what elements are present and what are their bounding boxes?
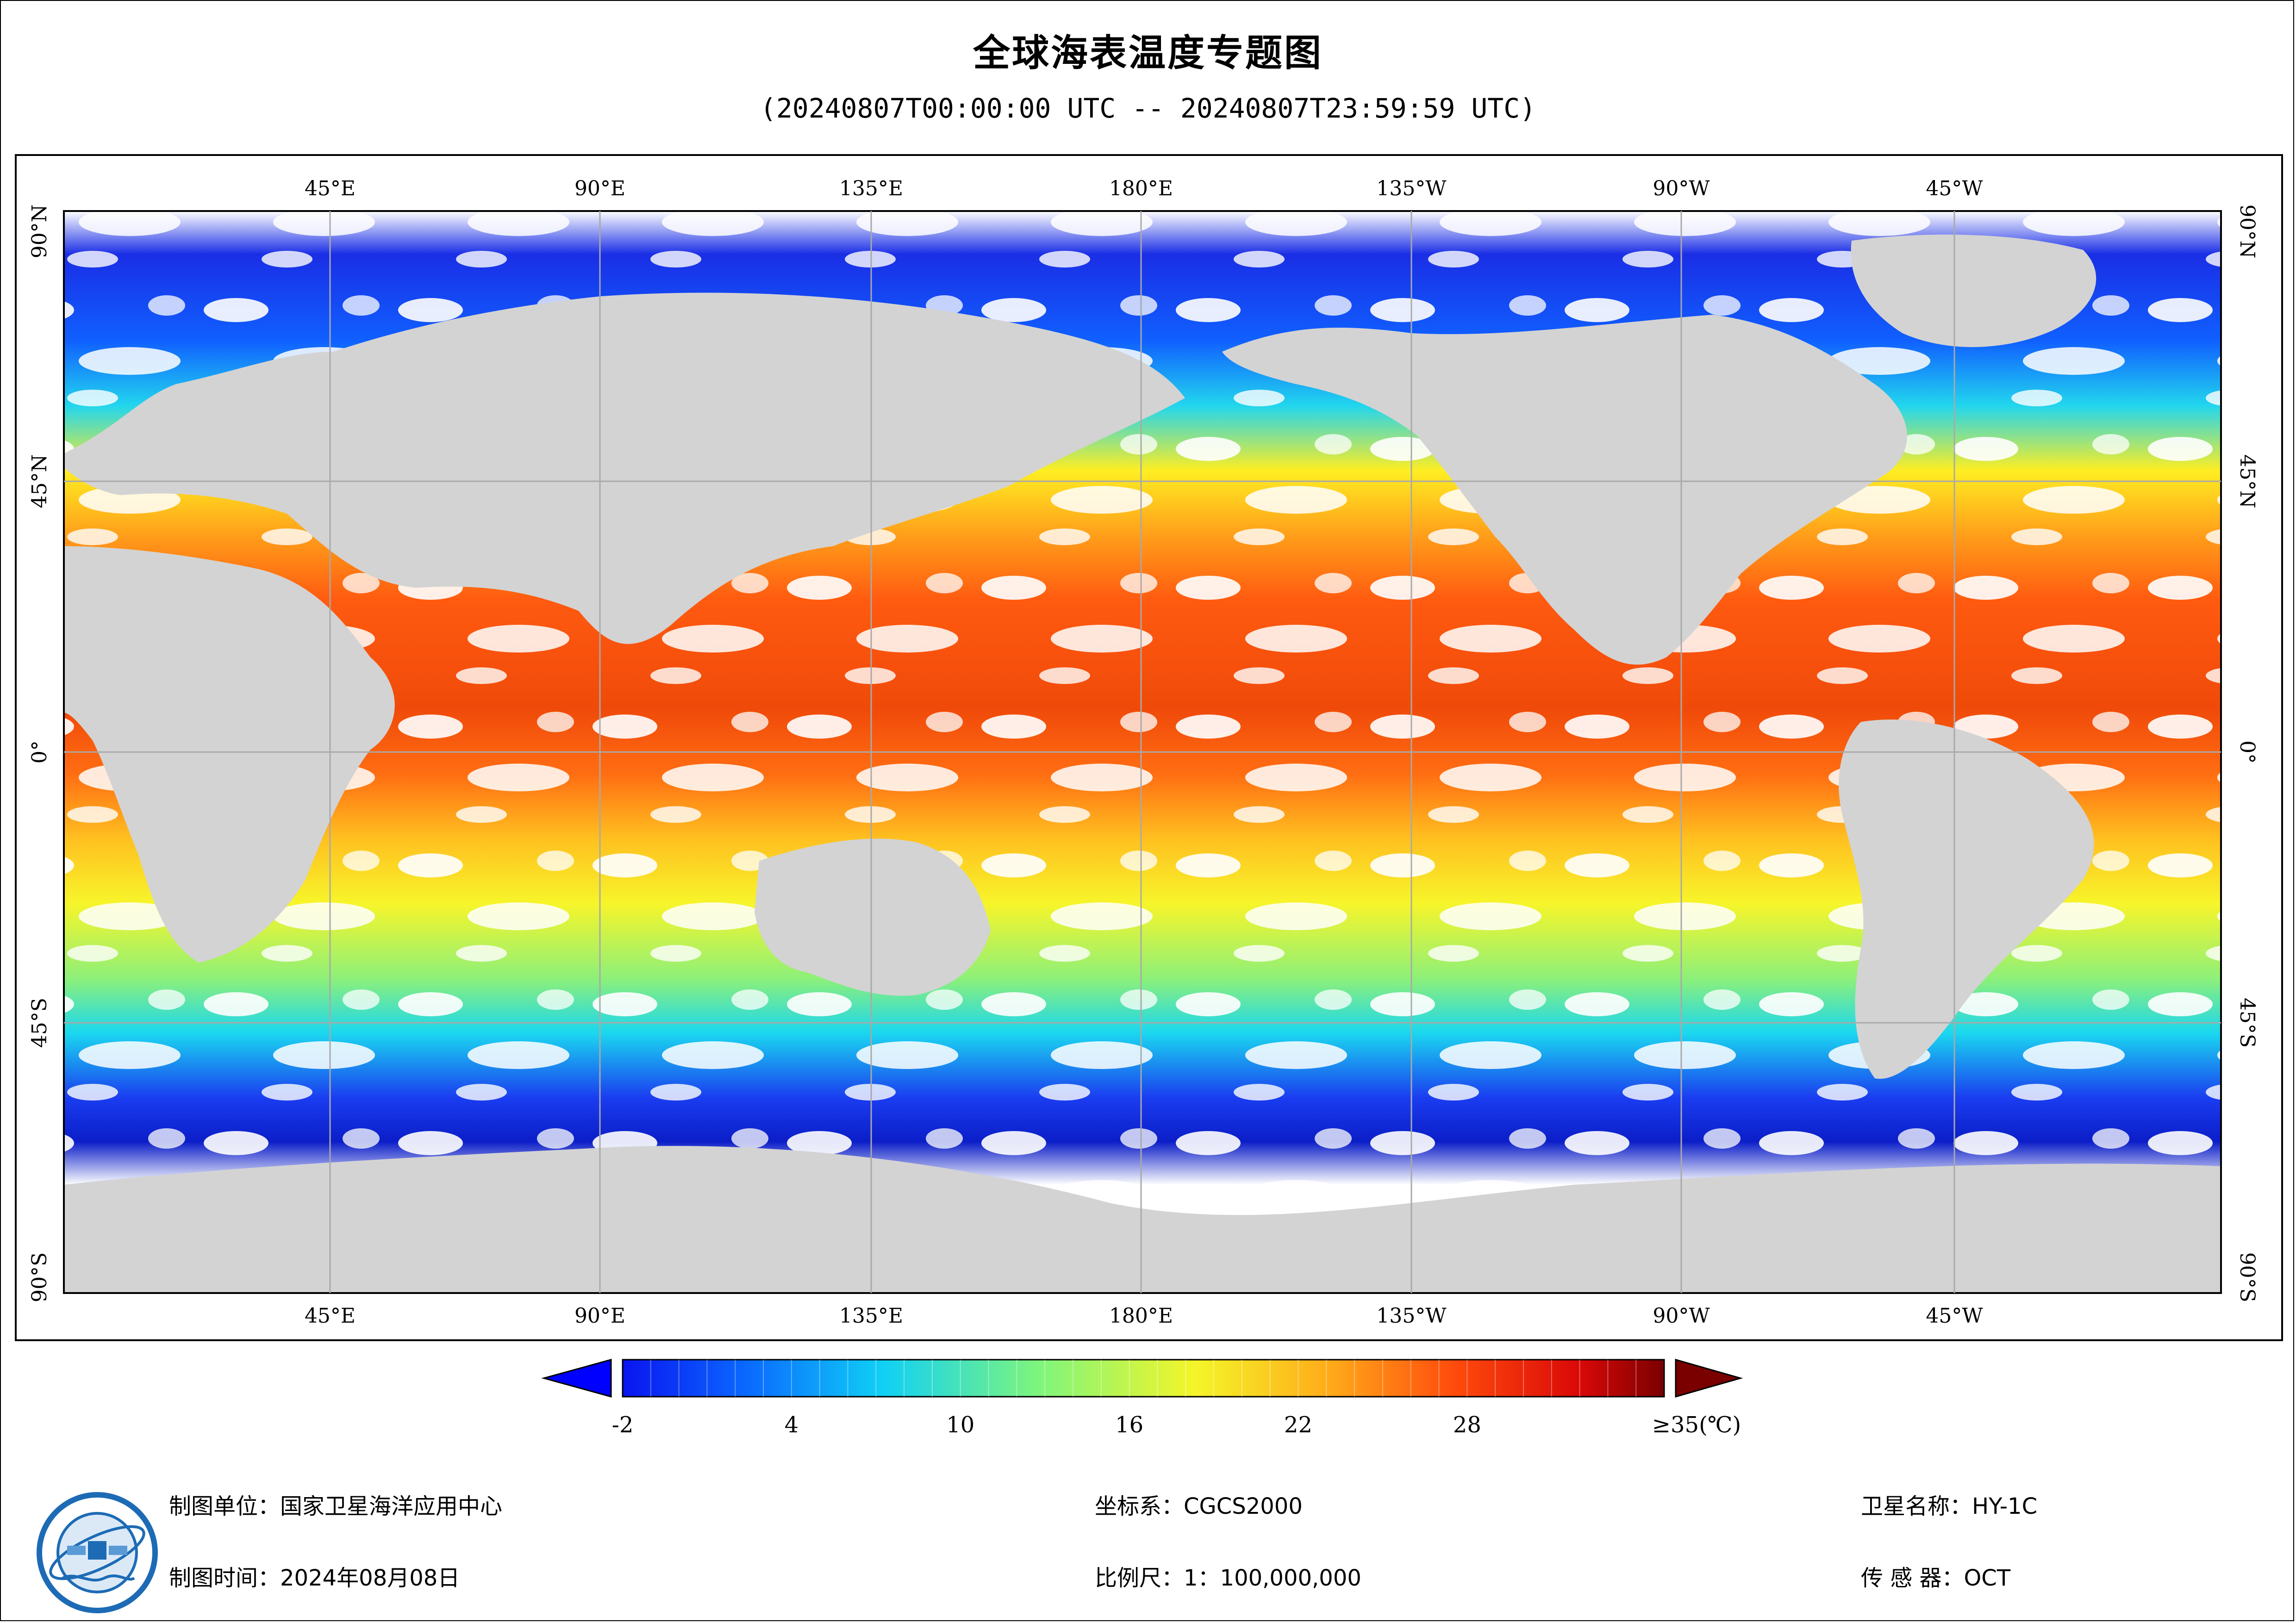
coordinate-system: 坐标系：CGCS2000 (1095, 1493, 1303, 1519)
bottom-longitude-label: 135°W (1376, 1304, 1447, 1328)
top-longitude-label: 135°W (1376, 177, 1447, 200)
top-longitude-label: 45°E (305, 177, 356, 200)
bottom-longitude-label: 90°E (574, 1304, 625, 1328)
legend-over-arrow (1675, 1359, 1743, 1398)
greenland (1851, 234, 2096, 347)
satellite-name: 卫星名称：HY-1C (1861, 1493, 2038, 1519)
top-longitude-label: 45°W (1926, 177, 1983, 200)
australia (755, 839, 991, 996)
left-latitude-label: 90°S (28, 1252, 51, 1302)
graticule-labels: 45°E 90°E 135°E 180°E 135°W 90°W 45°W 45°E 90°E 1… (28, 177, 2259, 1328)
legend-tick-label: ≥35(℃) (1652, 1412, 1741, 1438)
north-america (1222, 315, 1907, 665)
legend-tick-label: 28 (1453, 1412, 1481, 1438)
legend-labels: -2 4 10 16 22 28 ≥35(℃) (612, 1412, 1741, 1438)
map-scale: 比例尺：1：100,000,000 (1095, 1565, 1361, 1591)
africa (64, 546, 395, 963)
right-latitude-label: 90°S (2235, 1252, 2259, 1302)
legend-under-arrow (541, 1359, 612, 1398)
legend-tick-label: 16 (1115, 1412, 1143, 1438)
map-title: 全球海表温度专题图 (973, 31, 1323, 75)
top-longitude-label: 90°E (574, 177, 625, 200)
bottom-longitude-label: 180°E (1109, 1304, 1173, 1328)
bottom-longitude-label: 45°E (305, 1304, 356, 1328)
logo-orbit (49, 1525, 145, 1580)
europe-asia (64, 292, 1185, 644)
left-latitude-label: 0° (28, 740, 51, 764)
right-latitude-label: 45°S (2235, 998, 2259, 1048)
left-latitude-label: 90°N (28, 205, 51, 259)
right-latitude-label: 45°N (2235, 454, 2259, 509)
color-legend: -2 4 10 16 22 28 ≥35(℃) (541, 1359, 1743, 1438)
logo-satellite-panel-left (67, 1546, 86, 1555)
right-latitude-label: 0° (2235, 740, 2259, 764)
logo-wave (62, 1574, 135, 1582)
top-longitude-label: 135°E (839, 177, 903, 200)
bottom-longitude-label: 90°W (1653, 1304, 1710, 1328)
map-frame (15, 154, 2283, 1341)
logo-satellite-body (88, 1541, 106, 1560)
graticule (64, 211, 2221, 1293)
top-longitude-label: 180°E (1109, 177, 1173, 200)
legend-tick-label: 22 (1284, 1412, 1312, 1438)
sensor-name: 传 感 器：OCT (1861, 1565, 2011, 1591)
legend-steps (650, 1360, 1637, 1397)
legend-tick-label: -2 (612, 1412, 634, 1438)
left-latitude-label: 45°N (28, 454, 51, 509)
logo-satellite-panel-right (109, 1546, 127, 1555)
map-time-range: (20240807T00:00:00 UTC -- 20240807T23:59… (760, 93, 1536, 124)
south-america (1839, 719, 2094, 1079)
legend-tick-label: 10 (946, 1412, 974, 1438)
sst-map: 45°E 90°E 135°E 180°E 135°W 90°W 45°W 45°E 90°E 1… (28, 177, 2259, 1328)
bottom-longitude-label: 45°W (1926, 1304, 1983, 1328)
legend-colorbar (622, 1359, 1665, 1398)
top-longitude-label: 90°W (1653, 177, 1710, 200)
bottom-longitude-label: 135°E (839, 1304, 903, 1328)
agency-logo (37, 1492, 158, 1613)
producer-org: 制图单位：国家卫星海洋应用中心 (169, 1493, 503, 1519)
production-date: 制图时间：2024年08月08日 (169, 1565, 460, 1591)
legend-tick-label: 4 (785, 1412, 799, 1438)
left-latitude-label: 45°S (28, 998, 51, 1048)
right-latitude-label: 90°N (2235, 205, 2259, 259)
